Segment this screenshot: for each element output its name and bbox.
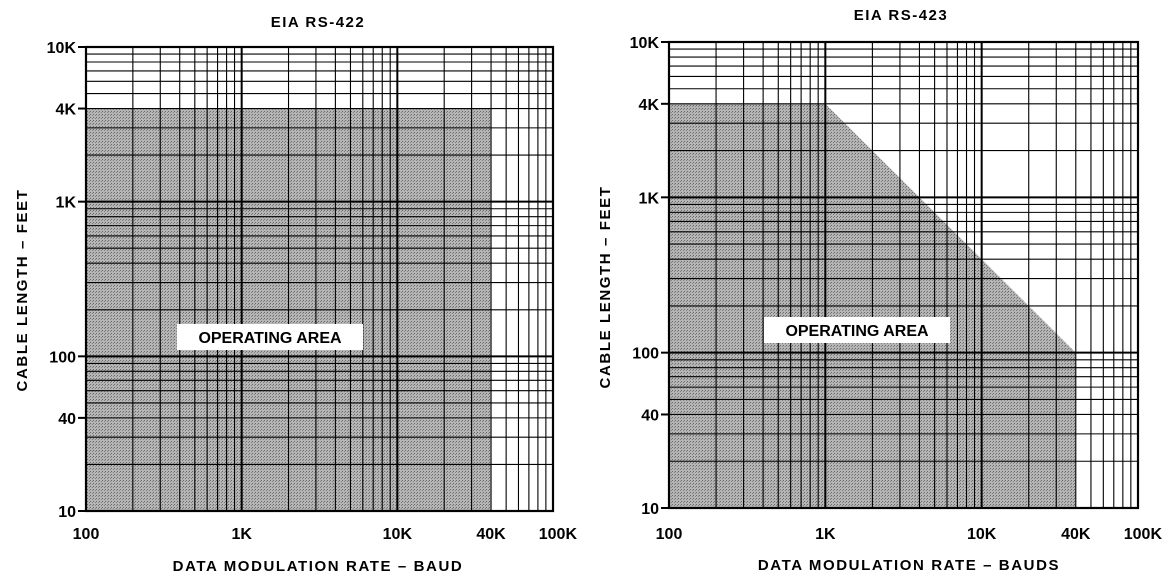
x-tick-labels: 100 1K 10K 40K 100K (73, 526, 578, 543)
operating-area-label: OPERATING AREA (785, 323, 929, 340)
x-tick-label: 10K (383, 526, 413, 543)
y-tick-labels: 10 40 100 1K 4K 10K (630, 35, 669, 518)
x-tick-label: 100 (656, 526, 683, 543)
operating-area-label: OPERATING AREA (198, 330, 342, 347)
y-tick-label: 40 (58, 411, 76, 428)
chart-rs423: EIA RS-423 100 1K 10K 40K 100K 10401001K4K10… (597, 7, 1162, 574)
x-tick-label: 10K (967, 526, 997, 543)
x-axis-label: DATA MODULATION RATE – BAUD (173, 558, 464, 575)
y-axis-label: CABLE LENGTH – FEET (597, 186, 614, 389)
x-tick-labels: 100 1K 10K 40K 100K (656, 526, 1163, 543)
plot-frame (84, 45, 555, 513)
frame-layer (667, 40, 1140, 510)
frame-layer (84, 45, 555, 513)
y-tick-label: 10 (58, 504, 76, 521)
y-tick-label: 100 (632, 346, 659, 363)
y-axis-label: CABLE LENGTH – FEET (14, 189, 31, 392)
x-tick-label: 100K (1124, 526, 1163, 543)
y-tick-label: 4K (56, 102, 77, 119)
x-tick-label: 100 (73, 526, 100, 543)
grid-layer (86, 47, 553, 511)
chart-rs422: EIA RS-422 100 1K 10K 40K 100K 10401001K4K10… (14, 14, 577, 575)
y-tick-label: 1K (639, 190, 660, 207)
y-tick-label: 4K (639, 97, 660, 114)
y-tick-label: 1K (56, 195, 77, 212)
y-tick-label: 40 (641, 407, 659, 424)
y-tick-label: 10K (47, 40, 77, 57)
y-tick-label: 10 (641, 501, 659, 518)
x-tick-label: 1K (815, 526, 836, 543)
y-tick-label: 100 (49, 349, 76, 366)
operating-area-label-box (764, 317, 950, 343)
y-tick-label: 10K (630, 35, 660, 52)
region-label-layer: OPERATING AREA (764, 317, 950, 343)
region-label-layer: OPERATING AREA (177, 324, 363, 350)
x-tick-label: 40K (1061, 526, 1091, 543)
plot-frame (667, 40, 1140, 510)
x-axis-label: DATA MODULATION RATE – BAUDS (758, 557, 1060, 574)
x-tick-label: 40K (476, 526, 506, 543)
chart-title: EIA RS-423 (854, 7, 948, 24)
y-tick-labels: 10 40 100 1K 4K 10K (47, 40, 86, 521)
x-tick-label: 1K (231, 526, 252, 543)
x-tick-label: 100K (539, 526, 578, 543)
operating-area-label-box (177, 324, 363, 350)
grid-layer (669, 42, 1138, 508)
chart-title: EIA RS-422 (271, 14, 365, 31)
